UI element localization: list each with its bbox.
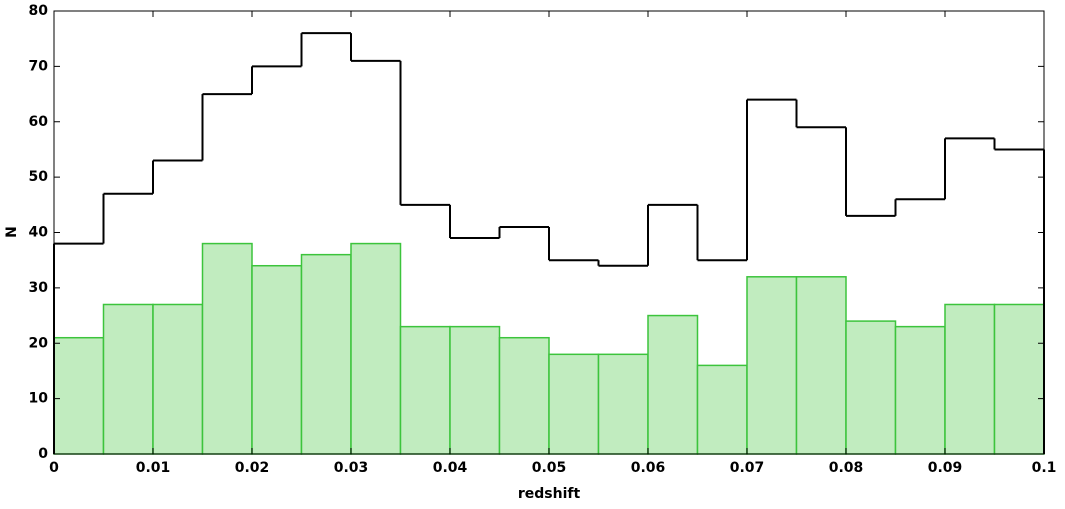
x-tick-label: 0.05 <box>532 460 567 476</box>
x-tick-label: 0.03 <box>334 460 369 476</box>
x-tick-label: 0 <box>49 460 59 476</box>
histogram-bar <box>746 276 798 455</box>
histogram-bar <box>350 242 402 455</box>
x-tick-label: 0.08 <box>829 460 864 476</box>
histogram-bar <box>894 325 946 455</box>
histogram-bar <box>845 320 897 455</box>
y-tick-label: 70 <box>29 58 49 74</box>
x-tick-label: 0.01 <box>136 460 171 476</box>
histogram-bar <box>399 325 451 455</box>
y-tick-label: 20 <box>29 335 49 351</box>
histogram-bar <box>201 242 253 455</box>
histogram-bar <box>944 303 996 455</box>
y-tick-label: 60 <box>29 114 49 130</box>
x-tick-label: 0.06 <box>631 460 666 476</box>
histogram-bar <box>449 325 501 455</box>
histogram-bar <box>696 364 748 455</box>
histogram-bar <box>300 253 352 455</box>
y-tick-label: 10 <box>29 391 49 407</box>
x-tick-label: 0.1 <box>1032 460 1057 476</box>
histogram-bar <box>795 276 847 455</box>
x-tick-label: 0.02 <box>235 460 270 476</box>
y-axis-label: N <box>4 226 20 238</box>
histogram-bar <box>597 353 649 455</box>
y-tick-label: 30 <box>29 280 49 296</box>
x-tick-label: 0.09 <box>928 460 963 476</box>
y-tick-label: 0 <box>38 446 48 462</box>
histogram-bar <box>102 303 154 455</box>
x-tick-label: 0.07 <box>730 460 765 476</box>
y-tick-label: 40 <box>29 225 49 241</box>
histogram-bar <box>993 303 1045 455</box>
histogram-bar <box>152 303 204 455</box>
y-tick-label: 80 <box>29 3 49 19</box>
histogram-bar <box>548 353 600 455</box>
histogram-bar <box>53 336 105 455</box>
histogram-bar <box>251 264 303 455</box>
histogram-bar <box>647 314 699 455</box>
y-tick-label: 50 <box>29 169 49 185</box>
histogram-bar <box>498 336 550 455</box>
x-axis-label: redshift <box>518 486 581 502</box>
x-tick-label: 0.04 <box>433 460 468 476</box>
